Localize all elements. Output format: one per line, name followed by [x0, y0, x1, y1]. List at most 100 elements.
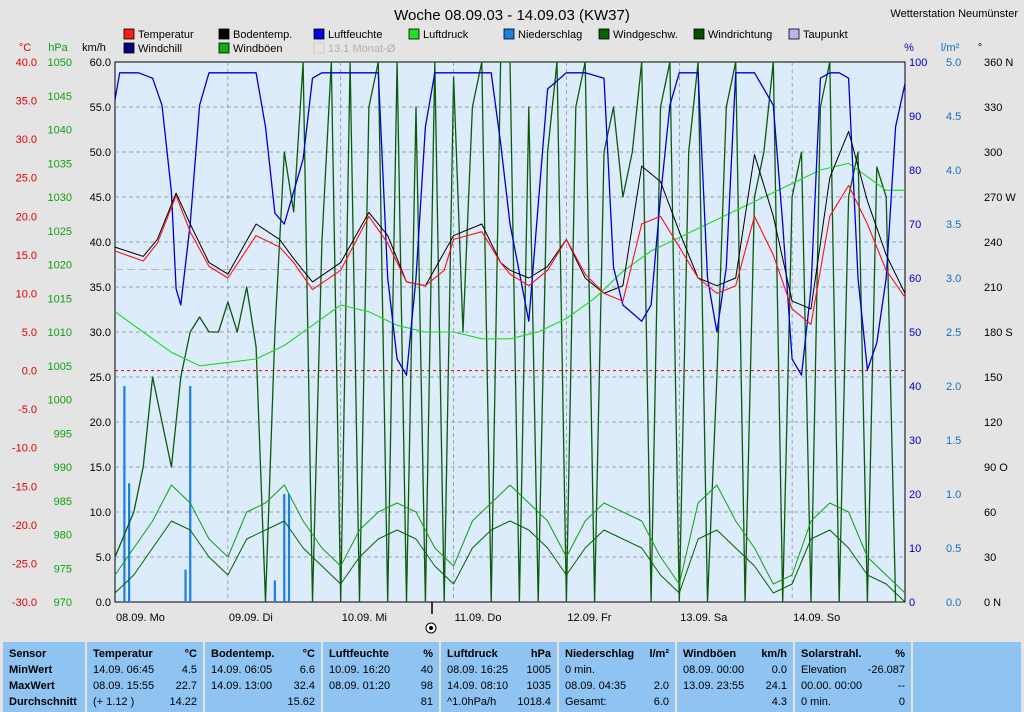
tick-label-temp: -10.0	[12, 443, 37, 455]
legend-label: 13.1 Monat-Ø	[328, 43, 396, 55]
series-line-luftfeuchte	[114, 72, 906, 376]
series-line-temperatur	[114, 184, 906, 325]
tick-label-press: 1010	[48, 327, 72, 339]
tick-label-press: 1000	[48, 395, 72, 407]
tick-label-press: 1040	[48, 125, 72, 137]
stats-cell: 4.3	[771, 696, 787, 708]
stats-cell: 08.09. 00:00 0.0	[683, 664, 787, 676]
series-line-luftdruck	[114, 162, 905, 367]
tick-label-rain: 2.5	[946, 327, 961, 339]
tick-label-wind: 15.0	[90, 462, 111, 474]
stats-column: Temperatur °C 14.09. 06:45 4.5 08.09. 15:55 2…	[87, 642, 203, 712]
stats-header: Solarstrahl.%	[801, 648, 905, 660]
stats-header: Luftdruck hPa	[447, 648, 551, 660]
legend-swatch	[123, 42, 135, 54]
x-axis-label: 09.09. Di	[229, 612, 273, 624]
tick-label-press: 985	[54, 496, 72, 508]
legend-label: Luftfeuchte	[328, 29, 382, 41]
x-axis-label: 11.09. Do	[455, 612, 502, 624]
legend-swatch	[218, 42, 230, 54]
tick-label-rain: 3.0	[946, 273, 961, 285]
tick-label-press: 995	[54, 428, 72, 440]
tick-label-rain: 1.0	[946, 489, 961, 501]
tick-label-dir: 330	[984, 102, 1002, 114]
tick-label-temp: 30.0	[16, 134, 37, 146]
tick-label-hum: 90	[909, 111, 921, 123]
tick-label-temp: 35.0	[16, 96, 37, 108]
tick-label-temp: 25.0	[16, 173, 37, 185]
legend-swatch	[408, 28, 420, 40]
axis-unit-wind: km/h	[82, 42, 106, 54]
stats-cell: 10.09. 16:20 40	[329, 664, 433, 676]
series-line-windgeschw	[114, 520, 906, 603]
tick-label-hum: 50	[909, 327, 921, 339]
stats-column: Sensor MinWert MaxWert Durchschnitt	[3, 642, 85, 712]
tick-label-dir: 60	[984, 507, 996, 519]
tick-label-temp: -15.0	[12, 481, 37, 493]
stats-cell: 81	[420, 696, 433, 708]
stats-header: Sensor	[9, 648, 47, 660]
tick-label-wind: 5.0	[96, 552, 111, 564]
tick-label-hum: 80	[909, 165, 921, 177]
time-cursor[interactable]	[425, 602, 437, 634]
legend-label: Windrichtung	[708, 29, 772, 41]
weather-chart: Woche 08.09.03 - 14.09.03 (KW37) Wetters…	[11, 7, 1019, 634]
x-axis-label: 10.09. Mi	[342, 612, 387, 624]
tick-label-temp: 5.0	[22, 327, 37, 339]
tick-label-press: 1020	[48, 260, 72, 272]
tick-label-wind: 0.0	[96, 597, 111, 609]
tick-label-hum: 0	[909, 597, 915, 609]
tick-label-wind: 40.0	[90, 237, 111, 249]
legend-label: Windböen	[233, 43, 283, 55]
stats-cell: ^1.0hPa/h 1018.4	[447, 696, 551, 708]
tick-label-dir: 90 O	[984, 462, 1008, 474]
tick-label-hum: 30	[909, 435, 921, 447]
legend-swatch	[313, 28, 325, 40]
axis-unit-press: hPa	[48, 42, 68, 54]
tick-label-rain: 0.5	[946, 543, 961, 555]
tick-label-press: 1025	[48, 226, 72, 238]
legend-swatch	[218, 28, 230, 40]
stats-cell: MaxWert	[9, 680, 55, 692]
tick-label-rain: 4.0	[946, 165, 961, 177]
tick-label-press: 990	[54, 462, 72, 474]
tick-label-dir: 210	[984, 282, 1002, 294]
tick-label-temp: -30.0	[12, 597, 37, 609]
tick-label-press: 1045	[48, 91, 72, 103]
tick-label-temp: 10.0	[16, 288, 37, 300]
tick-label-dir: 180 S	[984, 327, 1013, 339]
tick-label-rain: 4.5	[946, 111, 961, 123]
stats-cell: 13.09. 23:55 24.1	[683, 680, 787, 692]
series-line-windben	[114, 484, 906, 594]
legend-swatch	[313, 42, 325, 54]
tick-label-temp: 40.0	[16, 57, 37, 69]
tick-label-wind: 60.0	[90, 57, 111, 69]
legend: Temperatur Bodentemp. Luftfeuchte Luftdruck…	[123, 28, 848, 55]
tick-label-hum: 10	[909, 543, 921, 555]
legend-label: Temperatur	[138, 29, 194, 41]
legend-label: Windgeschw.	[613, 29, 678, 41]
stats-cell: 14.09. 06:45 4.5	[93, 664, 197, 676]
tick-label-dir: 300	[984, 147, 1002, 159]
legend-label: Taupunkt	[803, 29, 848, 41]
legend-label: Luftdruck	[423, 29, 469, 41]
stats-cell: 0 min. 0	[801, 696, 905, 708]
x-axis-label: 08.09. Mo	[116, 612, 165, 624]
stats-cell: Durchschnitt	[9, 696, 77, 708]
tick-label-hum: 70	[909, 219, 921, 231]
tick-label-rain: 2.0	[946, 381, 961, 393]
tick-label-dir: 360 N	[984, 57, 1013, 69]
stats-header: Temperatur °C	[93, 648, 197, 660]
stats-column: Luftdruck hPa 08.09. 16:25 1005 14.09. 08:10…	[441, 642, 557, 712]
tick-label-dir: 240	[984, 237, 1002, 249]
tick-label-rain: 5.0	[946, 57, 961, 69]
tick-label-hum: 40	[909, 381, 921, 393]
x-axis-labels: 08.09. Mo 09.09. Di 10.09. Mi 11.09. Do 12.0…	[116, 612, 840, 624]
tick-label-dir: 30	[984, 552, 996, 564]
stats-column: Luftfeuchte% 10.09. 16:20 40 08.09. 01:20 98…	[323, 642, 439, 712]
stats-table: Sensor MinWert MaxWert Durchschnitt Temperat…	[0, 642, 1024, 712]
tick-label-dir: 120	[984, 417, 1002, 429]
legend-label: Niederschlag	[518, 29, 582, 41]
tick-label-rain: 1.5	[946, 435, 961, 447]
stats-cell: 08.09. 04:35 2.0	[565, 680, 669, 692]
